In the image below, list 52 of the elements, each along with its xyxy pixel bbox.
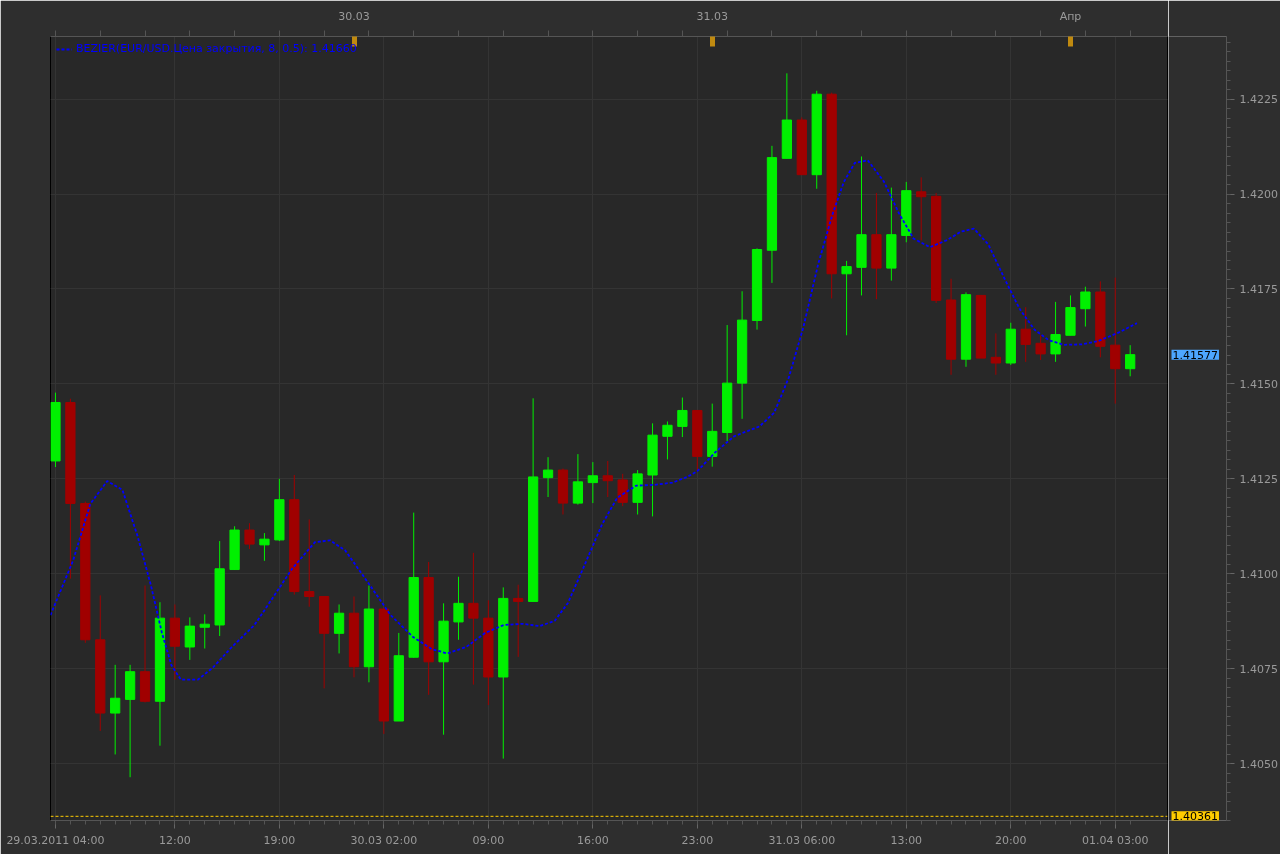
- candlestick: [244, 522, 255, 550]
- x-tick-label: 19:00: [263, 833, 296, 847]
- y-tick-label: 1.4075: [1239, 662, 1278, 676]
- candlestick: [199, 613, 210, 650]
- y-tick-label: 1.4200: [1239, 188, 1278, 202]
- x-tick-label: 30.03 02:00: [350, 833, 418, 847]
- x-tick-label: 09:00: [472, 833, 505, 847]
- x-tick-label: 20:00: [994, 833, 1027, 847]
- candlestick: [587, 461, 598, 504]
- line-series: [50, 159, 1138, 681]
- candlestick: [1050, 301, 1061, 363]
- candlestick: [841, 260, 852, 336]
- candlestick: [572, 453, 584, 506]
- x-tick-label: 12:00: [159, 833, 191, 847]
- candlestick: [542, 456, 554, 498]
- x-tick-label: 16:00: [576, 833, 609, 847]
- candlestick: [662, 420, 673, 460]
- x-tick-label: 31.03 06:00: [768, 833, 836, 847]
- ref-line-label: 1.40361: [1172, 810, 1218, 824]
- candlestick: [513, 584, 524, 658]
- candlestick: [990, 332, 1001, 376]
- candlestick: [602, 460, 613, 498]
- x2-tick-label: 30.03: [338, 9, 370, 23]
- y-tick-label: 1.4150: [1239, 377, 1278, 391]
- candlestick: [1125, 344, 1136, 377]
- candlestick: [110, 664, 121, 755]
- x-tick-label: 01.04 03:00: [1081, 833, 1149, 847]
- y-tick-label: 1.4050: [1239, 757, 1278, 771]
- candlestick: [677, 397, 688, 438]
- candlestick: [1020, 306, 1031, 363]
- y-tick-label: 1.4225: [1239, 93, 1278, 107]
- candlestick: [916, 176, 927, 241]
- candlestick: [304, 518, 315, 608]
- candlestick: [184, 616, 195, 661]
- y-tick-label: 1.4100: [1239, 567, 1278, 581]
- candlestick: [617, 473, 628, 507]
- text: 1.41577: [1172, 348, 1218, 362]
- x2-tick-label: 31.03: [696, 9, 728, 23]
- candlestick: [259, 532, 270, 562]
- candlestick: [1035, 334, 1046, 361]
- y-tick-label: 1.4175: [1239, 282, 1278, 296]
- candlestick: [453, 576, 464, 641]
- candlestick: [1080, 286, 1091, 328]
- x-tick-label: 29.03.2011 04:00: [6, 833, 105, 847]
- x-tick-label: 23:00: [681, 833, 714, 847]
- x2-tick-label: Апр: [1059, 9, 1082, 23]
- y-tick-label: 1.4125: [1239, 472, 1278, 486]
- candlestick: [1110, 277, 1121, 405]
- x-tick-label: 13:00: [890, 833, 923, 847]
- candlestick: [468, 552, 479, 686]
- candlestick: [333, 603, 345, 654]
- legend-label: BEZIER(EUR/USD.Цена закрытия, 8, 0.5): 1.41660: [76, 42, 357, 55]
